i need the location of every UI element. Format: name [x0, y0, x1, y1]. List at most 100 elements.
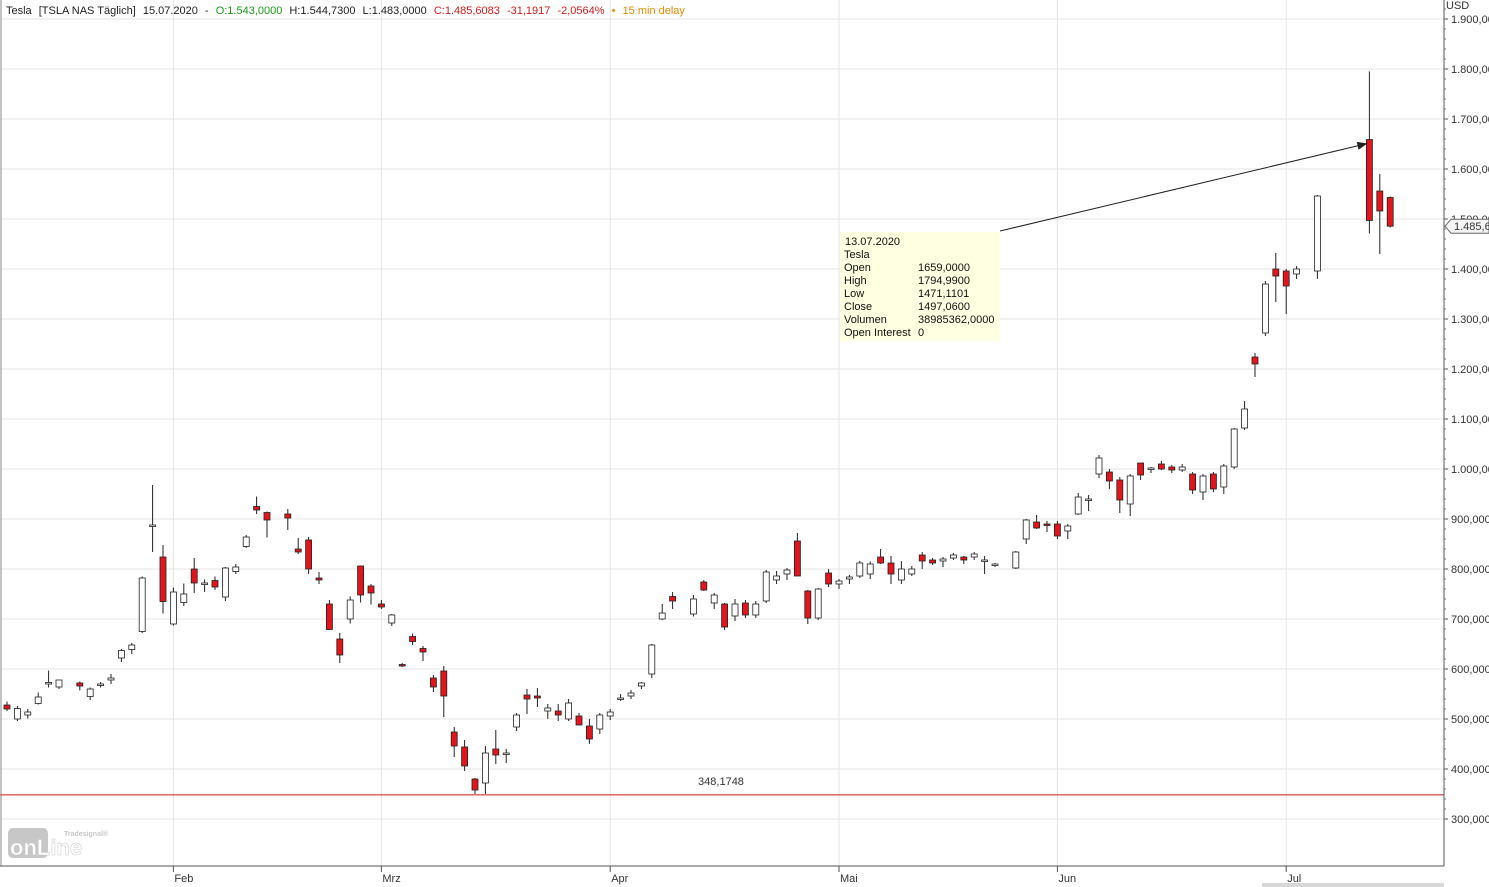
- candle[interactable]: [1147, 467, 1155, 473]
- candle[interactable]: [1282, 269, 1290, 314]
- candle[interactable]: [409, 633, 417, 646]
- candle[interactable]: [877, 549, 884, 564]
- candle[interactable]: [97, 682, 104, 688]
- candle[interactable]: [232, 564, 240, 574]
- candle[interactable]: [991, 563, 999, 567]
- candle[interactable]: [13, 706, 21, 721]
- candle[interactable]: [721, 603, 728, 630]
- candle[interactable]: [201, 579, 209, 593]
- candle[interactable]: [1178, 464, 1186, 472]
- candle[interactable]: [773, 571, 780, 584]
- candle[interactable]: [804, 590, 812, 624]
- candle[interactable]: [1314, 195, 1321, 279]
- candle[interactable]: [981, 556, 988, 574]
- candle[interactable]: [617, 694, 624, 701]
- candle[interactable]: [1220, 464, 1228, 494]
- candle[interactable]: [918, 552, 926, 569]
- candle[interactable]: [731, 599, 739, 621]
- candle[interactable]: [377, 600, 385, 609]
- candle[interactable]: [45, 670, 52, 688]
- candle[interactable]: [118, 649, 125, 662]
- candle[interactable]: [263, 511, 271, 538]
- candle[interactable]: [1033, 515, 1040, 529]
- candle[interactable]: [284, 509, 292, 530]
- candle[interactable]: [1293, 266, 1300, 279]
- candle[interactable]: [690, 595, 697, 617]
- candle[interactable]: [1064, 524, 1072, 539]
- candle[interactable]: [305, 537, 313, 574]
- candle[interactable]: [294, 538, 302, 554]
- candle[interactable]: [211, 576, 219, 591]
- candle[interactable]: [1085, 495, 1092, 511]
- candle[interactable]: [429, 675, 437, 692]
- candle[interactable]: [866, 561, 874, 580]
- candle[interactable]: [346, 596, 354, 624]
- scrollbar-thumb[interactable]: [1262, 883, 1444, 887]
- candle[interactable]: [1376, 174, 1384, 254]
- candle[interactable]: [169, 587, 177, 626]
- candle[interactable]: [1137, 462, 1144, 480]
- candle[interactable]: [1262, 281, 1269, 336]
- candle[interactable]: [658, 604, 666, 620]
- candle[interactable]: [242, 535, 250, 548]
- candle[interactable]: [627, 690, 635, 699]
- candle[interactable]: [814, 588, 822, 620]
- candle[interactable]: [1126, 474, 1134, 516]
- candle[interactable]: [138, 576, 146, 634]
- candle[interactable]: [419, 646, 427, 661]
- candle[interactable]: [929, 558, 936, 565]
- candle[interactable]: [336, 633, 344, 663]
- candle[interactable]: [1386, 196, 1394, 228]
- candle[interactable]: [367, 584, 375, 605]
- candle[interactable]: [534, 688, 541, 707]
- candle[interactable]: [939, 557, 947, 567]
- candle[interactable]: [357, 565, 365, 603]
- candle[interactable]: [34, 692, 42, 705]
- candle[interactable]: [575, 713, 583, 726]
- candle[interactable]: [825, 569, 832, 587]
- candle[interactable]: [450, 727, 458, 757]
- candle[interactable]: [3, 701, 11, 712]
- candle[interactable]: [1158, 461, 1165, 470]
- candle[interactable]: [1022, 519, 1030, 544]
- candle[interactable]: [1116, 477, 1124, 513]
- candle[interactable]: [887, 556, 895, 584]
- candle[interactable]: [398, 663, 406, 667]
- candle[interactable]: [315, 572, 323, 584]
- candle[interactable]: [846, 575, 853, 584]
- candle[interactable]: [648, 644, 656, 678]
- candle[interactable]: [596, 713, 604, 734]
- candle[interactable]: [461, 740, 469, 771]
- candle[interactable]: [669, 592, 676, 609]
- candle[interactable]: [253, 496, 261, 515]
- candle[interactable]: [794, 533, 801, 577]
- candle[interactable]: [24, 709, 32, 719]
- candle[interactable]: [76, 681, 84, 691]
- candle[interactable]: [1168, 465, 1176, 473]
- candle[interactable]: [1210, 472, 1217, 492]
- candle[interactable]: [1074, 493, 1082, 515]
- candle[interactable]: [1043, 521, 1051, 532]
- candle[interactable]: [950, 553, 957, 560]
- candle[interactable]: [388, 614, 396, 626]
- candle[interactable]: [898, 561, 905, 584]
- candle[interactable]: [440, 666, 448, 717]
- candle[interactable]: [638, 682, 645, 689]
- candle[interactable]: [1366, 71, 1373, 234]
- candle[interactable]: [960, 556, 968, 564]
- candle[interactable]: [502, 749, 510, 763]
- candle[interactable]: [1189, 472, 1196, 494]
- candle[interactable]: [1241, 401, 1248, 430]
- candle[interactable]: [1230, 428, 1238, 469]
- candle[interactable]: [86, 687, 94, 701]
- candle[interactable]: [471, 778, 479, 794]
- candle[interactable]: [1012, 551, 1020, 569]
- candle[interactable]: [700, 580, 708, 591]
- candle[interactable]: [742, 600, 749, 618]
- candle[interactable]: [544, 704, 552, 719]
- candle[interactable]: [107, 674, 115, 684]
- candle[interactable]: [325, 600, 333, 630]
- candle[interactable]: [762, 570, 770, 603]
- candle[interactable]: [565, 699, 572, 721]
